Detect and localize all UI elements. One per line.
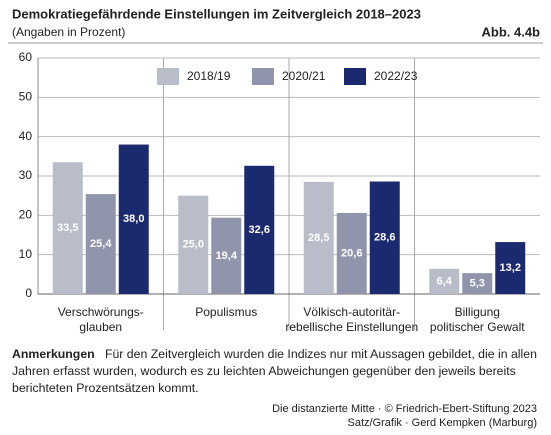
footer-line: Satz/Grafik · Gerd Kempken (Marburg) bbox=[347, 417, 537, 429]
footer-line: Die distanzierte Mitte · © Friedrich-Ebe… bbox=[272, 403, 537, 415]
chart: Demokratiegefährdende Einstellungen im Z… bbox=[8, 6, 543, 334]
y-tick-label: 10 bbox=[19, 247, 33, 261]
x-tick-label: Billigung politischer Gewalt bbox=[430, 305, 525, 334]
bar bbox=[462, 273, 493, 294]
note: Anmerkungen Für den Zeitvergleich wurden… bbox=[12, 346, 537, 397]
legend-label: 2020/21 bbox=[282, 69, 326, 83]
value-label: 25,0 bbox=[183, 239, 204, 251]
legend-label: 2018/19 bbox=[187, 69, 231, 83]
value-label: 28,5 bbox=[308, 232, 329, 244]
legend-swatch bbox=[157, 68, 179, 85]
y-tick-label: 0 bbox=[25, 286, 32, 300]
value-label: 28,6 bbox=[374, 232, 395, 244]
figure-label: Abb. 4.4b bbox=[481, 24, 540, 39]
value-label: 32,6 bbox=[249, 224, 270, 236]
value-label: 38,0 bbox=[123, 213, 144, 225]
value-label: 20,6 bbox=[341, 247, 362, 259]
y-tick-label: 50 bbox=[19, 90, 33, 104]
note-label: Anmerkungen bbox=[12, 347, 95, 361]
bar bbox=[303, 181, 334, 294]
legend-label: 2022/23 bbox=[374, 69, 418, 83]
value-label: 25,4 bbox=[90, 238, 112, 250]
note-text: Für den Zeitvergleich wurden die Indizes… bbox=[12, 347, 537, 395]
bar bbox=[495, 242, 526, 294]
legend-swatch bbox=[344, 68, 366, 85]
y-tick-label: 40 bbox=[19, 129, 33, 143]
value-label: 5,3 bbox=[470, 277, 485, 289]
value-label: 19,4 bbox=[216, 250, 238, 262]
y-tick-label: 20 bbox=[19, 208, 33, 222]
bar bbox=[336, 212, 367, 294]
bar bbox=[429, 268, 460, 294]
value-label: 6,4 bbox=[437, 275, 453, 287]
x-tick-label: Verschwörungs-glauben bbox=[58, 305, 144, 334]
chart-title: Demokratiegefährdende Einstellungen im Z… bbox=[12, 6, 421, 21]
bar bbox=[118, 144, 149, 294]
bar bbox=[369, 181, 400, 294]
x-tick-label: Populismus bbox=[195, 305, 257, 319]
x-tick-label: Völkisch-autoritär-rebellische Einstellu… bbox=[285, 305, 418, 334]
legend-swatch bbox=[252, 68, 274, 85]
y-tick-label: 30 bbox=[19, 168, 33, 182]
bar bbox=[85, 194, 116, 294]
bar bbox=[211, 217, 242, 294]
bar bbox=[52, 162, 83, 294]
value-label: 33,5 bbox=[57, 222, 78, 234]
footer: Die distanzierte Mitte · © Friedrich-Ebe… bbox=[272, 402, 537, 430]
bar bbox=[178, 195, 209, 294]
bar bbox=[244, 165, 275, 294]
y-tick-label: 60 bbox=[19, 50, 33, 64]
value-label: 13,2 bbox=[500, 262, 521, 274]
chart-subtitle: (Angaben in Prozent) bbox=[12, 25, 125, 39]
